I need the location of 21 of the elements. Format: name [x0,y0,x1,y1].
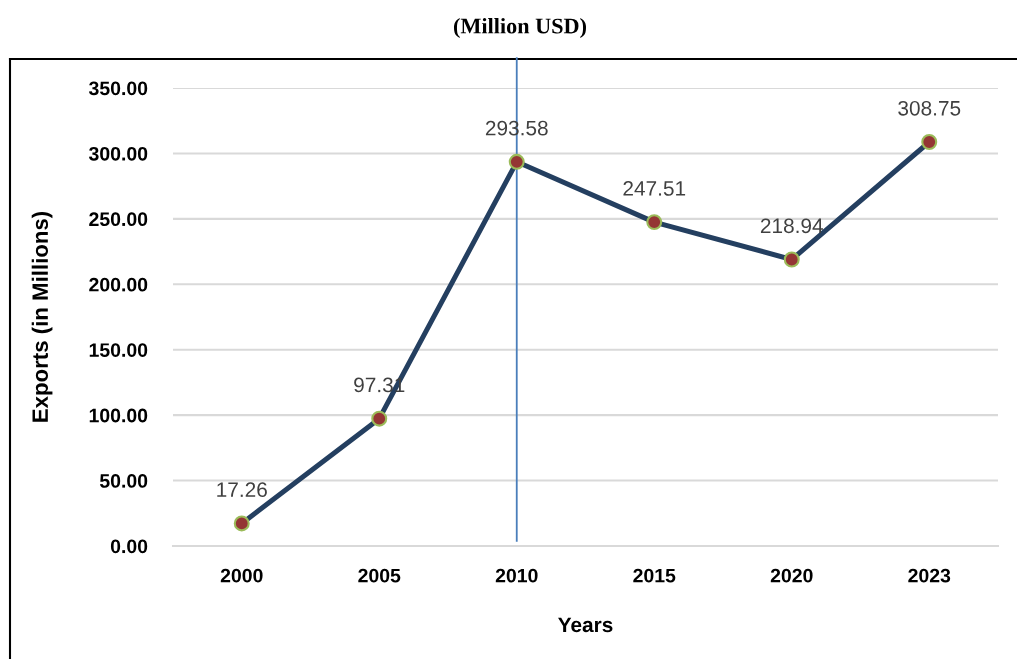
x-tick-label: 2023 [908,568,951,583]
x-tick-label: 2005 [358,568,401,583]
data-label: 218.94 [760,218,823,234]
y-tick-label: 300.00 [88,146,148,161]
data-label: 17.26 [217,482,267,498]
chart-title: (Million USD) [454,17,586,39]
x-tick-label: 2010 [495,568,538,583]
y-tick-label: 50.00 [99,474,148,488]
y-tick-label: 150.00 [89,343,148,357]
y-tick-label: 200.00 [89,277,148,292]
x-tick-label: 2020 [770,568,813,583]
x-axis-title: Years [558,617,613,633]
y-tick-label: 350.00 [88,81,148,96]
y-tick-label: 0.00 [110,539,148,554]
y-tick-label: 250.00 [89,212,148,227]
data-label: 247.51 [623,181,686,196]
y-tick-label: 100.00 [89,408,148,423]
x-tick-label: 2000 [220,568,263,583]
y-axis-title: Exports (in Millions) [31,211,53,422]
x-tick-label: 2015 [633,568,676,583]
data-label: 308.75 [898,100,961,116]
